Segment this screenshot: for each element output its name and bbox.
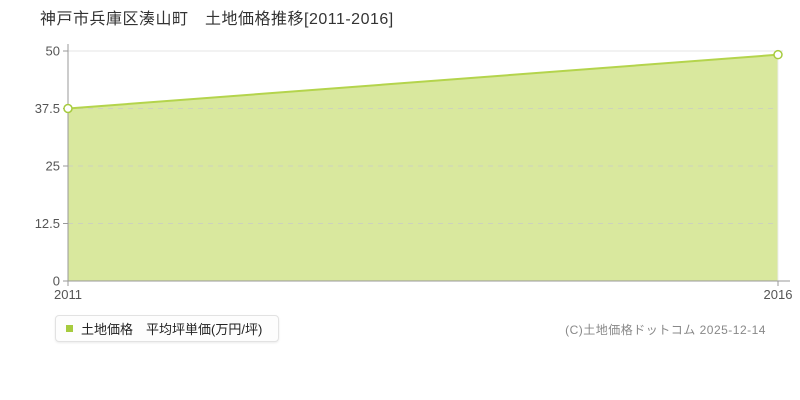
data-point-marker [773,49,783,60]
data-point-marker [63,103,73,114]
price-trend-area-chart: 0 12.5 25 37.5 50 2011 2016 [35,44,793,303]
x-tick-label: 2011 [54,287,82,302]
trend-line [67,53,779,110]
y-tick-label: 0 [53,274,60,289]
legend: 土地価格 平均坪単価(万円/坪) [55,315,280,342]
legend-label: 土地価格 平均坪単価(万円/坪) [81,322,263,337]
copyright-text: (C)土地価格ドットコム 2025-12-14 [565,323,766,337]
legend-swatch-icon [66,325,73,332]
y-tick-label: 50 [46,44,60,59]
x-tick-label: 2016 [764,287,793,302]
y-tick-label: 25 [46,159,60,174]
y-tick-label: 37.5 [35,101,60,116]
chart-title: 神戸市兵庫区湊山町 土地価格推移[2011-2016] [40,11,394,28]
area-fill [68,54,778,282]
y-tick-label: 12.5 [35,216,60,231]
